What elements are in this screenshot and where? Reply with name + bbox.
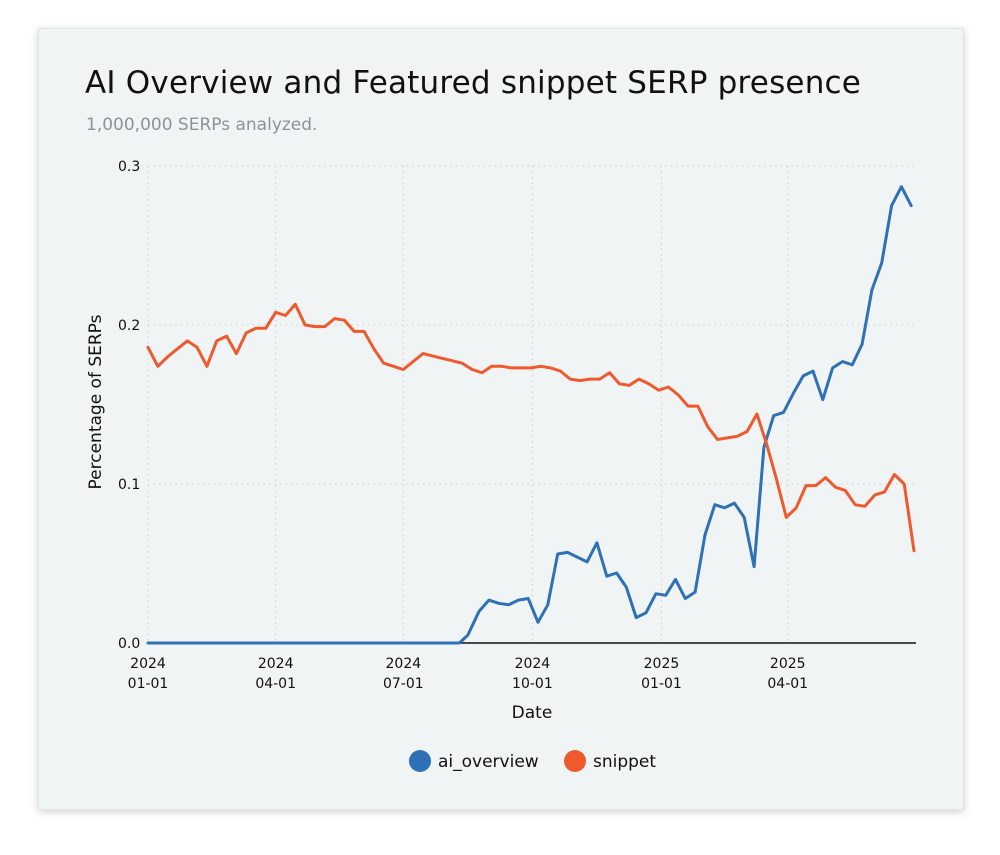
x-tick-label-year: 2024 bbox=[515, 656, 551, 672]
x-tick-label-date: 04-01 bbox=[767, 676, 808, 692]
chart-card: AI Overview and Featured snippet SERP pr… bbox=[38, 28, 964, 810]
series-lines bbox=[146, 185, 916, 645]
legend-label-snippet: snippet bbox=[593, 752, 656, 772]
series-line-snippet bbox=[146, 302, 916, 553]
x-tick-label-date: 07-01 bbox=[383, 676, 424, 692]
chart-subtitle: 1,000,000 SERPs analyzed. bbox=[86, 115, 318, 135]
legend: ai_overview snippet bbox=[409, 750, 656, 772]
y-tick-label: 0.1 bbox=[118, 477, 140, 493]
y-tick-label: 0.2 bbox=[118, 318, 140, 334]
y-tick-label: 0.3 bbox=[118, 159, 140, 175]
y-axis-label: Percentage of SERPs bbox=[86, 314, 106, 489]
series-line-ai-overview bbox=[146, 185, 913, 645]
x-tick-label-year: 2025 bbox=[644, 656, 680, 672]
chart-title: AI Overview and Featured snippet SERP pr… bbox=[85, 65, 862, 101]
x-tick-label-date: 01-01 bbox=[128, 676, 169, 692]
x-axis-label: Date bbox=[512, 703, 553, 723]
x-tick-label-date: 04-01 bbox=[255, 676, 296, 692]
x-tick-label-year: 2025 bbox=[770, 656, 806, 672]
x-tick-label-year: 2024 bbox=[258, 656, 294, 672]
legend-marker-snippet bbox=[564, 750, 586, 772]
axes: 0.0 0.1 0.2 0.3 2024 01-01 2024 04-01 2024 07-01 2… bbox=[118, 159, 916, 692]
y-tick-label: 0.0 bbox=[118, 636, 140, 652]
gridlines bbox=[147, 165, 914, 643]
legend-label-ai-overview: ai_overview bbox=[438, 752, 539, 772]
legend-marker-ai-overview bbox=[409, 750, 431, 772]
x-tick-label-year: 2024 bbox=[386, 656, 422, 672]
x-tick-label-date: 01-01 bbox=[641, 676, 682, 692]
x-tick-label-date: 10-01 bbox=[512, 676, 553, 692]
x-tick-label-year: 2024 bbox=[130, 656, 166, 672]
